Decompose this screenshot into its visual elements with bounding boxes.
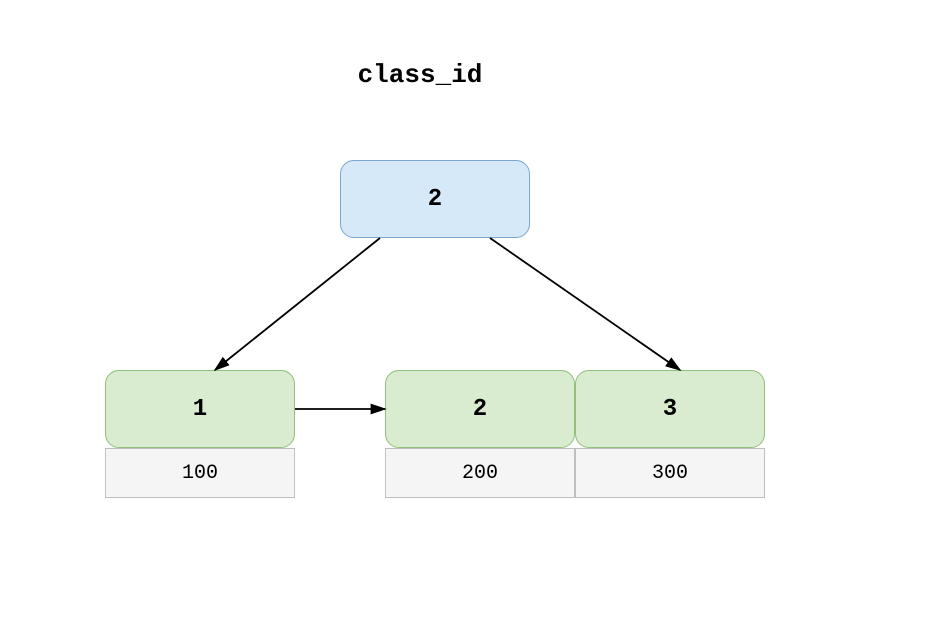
- node-root: 2: [340, 160, 530, 238]
- diagram-canvas: class_id 2 1 2 3 100 200 300: [0, 0, 951, 627]
- diagram-title: class_id: [320, 60, 520, 100]
- value-cell-3: 300: [575, 448, 765, 498]
- node-leaf-1: 1: [105, 370, 295, 448]
- edge-root-leaf3: [490, 238, 680, 370]
- value-cell-1: 100: [105, 448, 295, 498]
- value-cell-2: 200: [385, 448, 575, 498]
- node-leaf-3: 3: [575, 370, 765, 448]
- edge-root-leaf1: [215, 238, 380, 370]
- node-leaf-2: 2: [385, 370, 575, 448]
